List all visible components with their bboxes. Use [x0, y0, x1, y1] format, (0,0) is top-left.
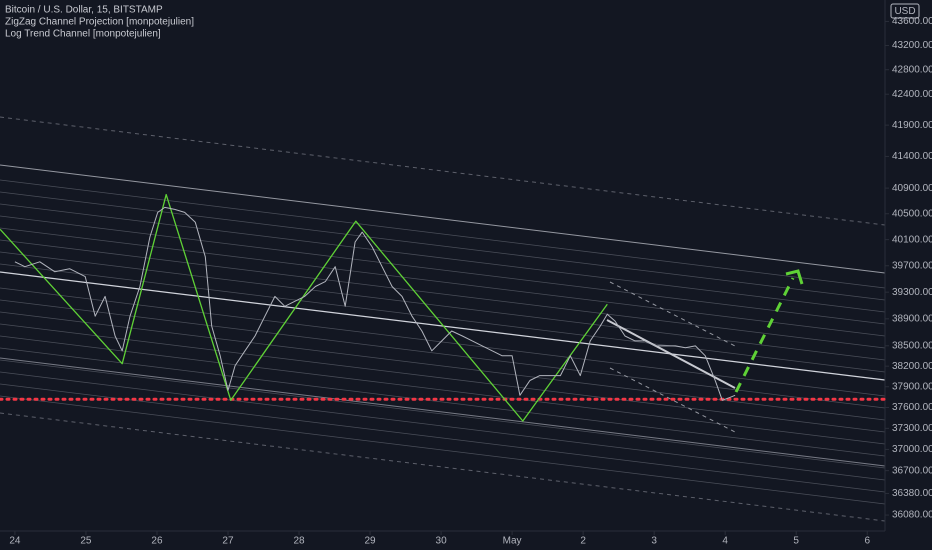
- forecast-arrow-head: [785, 269, 804, 285]
- y-tick-label: 40100.00: [892, 234, 932, 245]
- channel-inner: [0, 347, 886, 457]
- y-tick-label: 40500.00: [892, 208, 932, 219]
- y-tick-label: 42800.00: [892, 64, 932, 75]
- y-tick-label: 43600.00: [892, 16, 932, 27]
- y-tick-label: 37000.00: [892, 444, 932, 455]
- channel-upper: [0, 164, 886, 274]
- legend-entry: Log Trend Channel [monpotejulien]: [5, 29, 161, 40]
- x-tick-label: 28: [293, 536, 305, 547]
- y-tick-label: 37600.00: [892, 402, 932, 413]
- x-tick-label: 26: [151, 536, 163, 547]
- channel-inner: [0, 359, 886, 469]
- channel-inner: [0, 287, 886, 397]
- channel-inner: [0, 215, 886, 325]
- y-tick-label: 36700.00: [892, 465, 932, 476]
- channel-inner: [0, 191, 886, 301]
- channel-inner: [0, 311, 886, 421]
- channel-inner: [0, 395, 886, 505]
- y-tick-label: 39300.00: [892, 287, 932, 298]
- trend-channel: [0, 116, 886, 522]
- forecast-arrow: [734, 277, 795, 393]
- channel-inner: [0, 371, 886, 481]
- unit-box: [890, 3, 920, 19]
- y-tick-label: 36380.00: [892, 488, 932, 499]
- channel-inner: [0, 263, 886, 373]
- y-tick-label: 39700.00: [892, 260, 932, 271]
- channel-inner: [0, 239, 886, 349]
- x-tick-label: 27: [222, 536, 234, 547]
- y-tick-label: 37900.00: [892, 381, 932, 392]
- unit-label: USD: [894, 6, 915, 17]
- y-tick-label: 43200.00: [892, 40, 932, 51]
- legend-entry: ZigZag Channel Projection [monpotejulien…: [5, 17, 194, 28]
- series-line: [0, 193, 608, 422]
- channel-inner: [0, 179, 886, 289]
- channel-middle: [0, 271, 886, 381]
- x-tick-label: 4: [722, 536, 728, 547]
- y-tick-label: 38200.00: [892, 361, 932, 372]
- x-tick-label: 24: [9, 536, 21, 547]
- x-tick-label: 30: [436, 536, 448, 547]
- x-tick-label: 6: [864, 536, 870, 547]
- y-tick-label: 41400.00: [892, 151, 932, 162]
- y-tick-label: 37300.00: [892, 423, 932, 434]
- y-tick-label: 38500.00: [892, 340, 932, 351]
- x-tick-label: 3: [651, 536, 657, 547]
- x-tick-label: 25: [80, 536, 92, 547]
- y-tick-label: 42400.00: [892, 89, 932, 100]
- channel-inner: [0, 335, 886, 445]
- channel-inner: [0, 383, 886, 493]
- x-tick-label: 29: [364, 536, 376, 547]
- grid: 43600.00 43200.00 42800.00 42400.00 41900.00…: [9, 16, 932, 547]
- x-tick-label: May: [503, 536, 522, 547]
- channel-inner: [0, 203, 886, 313]
- channel-lower: [0, 357, 886, 467]
- channel-inner: [0, 227, 886, 337]
- channel-inner: [0, 251, 886, 361]
- y-tick-label: 40900.00: [892, 183, 932, 194]
- channel-inner: [0, 323, 886, 433]
- y-tick-label: 41900.00: [892, 120, 932, 131]
- x-tick-label: 5: [793, 536, 799, 547]
- y-tick-label: 38900.00: [892, 313, 932, 324]
- series-line: [14, 206, 736, 401]
- y-tick-label: 36080.00: [892, 510, 932, 521]
- legend-entry: Bitcoin / U.S. Dollar, 15, BITSTAMP: [5, 5, 163, 16]
- x-tick-label: 2: [580, 536, 586, 547]
